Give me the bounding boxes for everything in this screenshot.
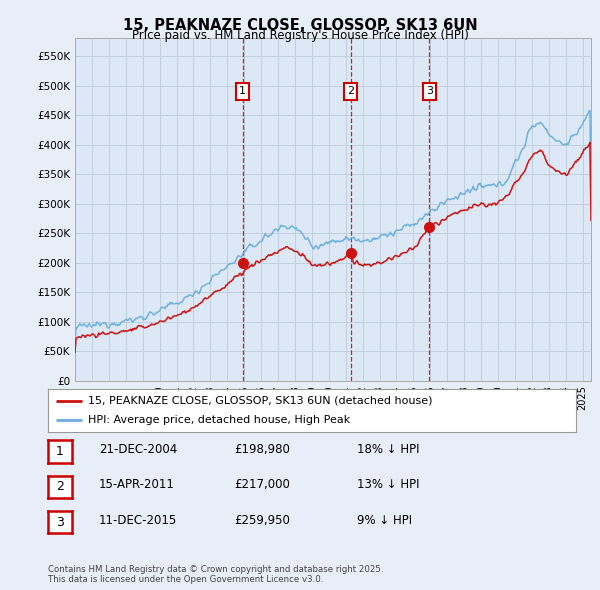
Text: £259,950: £259,950 [234, 514, 290, 527]
Text: Contains HM Land Registry data © Crown copyright and database right 2025.
This d: Contains HM Land Registry data © Crown c… [48, 565, 383, 584]
Text: 21-DEC-2004: 21-DEC-2004 [99, 443, 177, 456]
Text: 13% ↓ HPI: 13% ↓ HPI [357, 478, 419, 491]
Text: 2: 2 [347, 87, 354, 96]
Text: 18% ↓ HPI: 18% ↓ HPI [357, 443, 419, 456]
Text: 15-APR-2011: 15-APR-2011 [99, 478, 175, 491]
Text: 11-DEC-2015: 11-DEC-2015 [99, 514, 177, 527]
Text: 1: 1 [56, 445, 64, 458]
Text: 15, PEAKNAZE CLOSE, GLOSSOP, SK13 6UN (detached house): 15, PEAKNAZE CLOSE, GLOSSOP, SK13 6UN (d… [88, 396, 432, 406]
Text: £198,980: £198,980 [234, 443, 290, 456]
Text: 3: 3 [56, 516, 64, 529]
Text: 15, PEAKNAZE CLOSE, GLOSSOP, SK13 6UN: 15, PEAKNAZE CLOSE, GLOSSOP, SK13 6UN [122, 18, 478, 32]
Text: 3: 3 [426, 87, 433, 96]
Text: 9% ↓ HPI: 9% ↓ HPI [357, 514, 412, 527]
Text: Price paid vs. HM Land Registry's House Price Index (HPI): Price paid vs. HM Land Registry's House … [131, 30, 469, 42]
Text: 2: 2 [56, 480, 64, 493]
Text: 1: 1 [239, 87, 247, 96]
Text: HPI: Average price, detached house, High Peak: HPI: Average price, detached house, High… [88, 415, 350, 425]
Text: £217,000: £217,000 [234, 478, 290, 491]
